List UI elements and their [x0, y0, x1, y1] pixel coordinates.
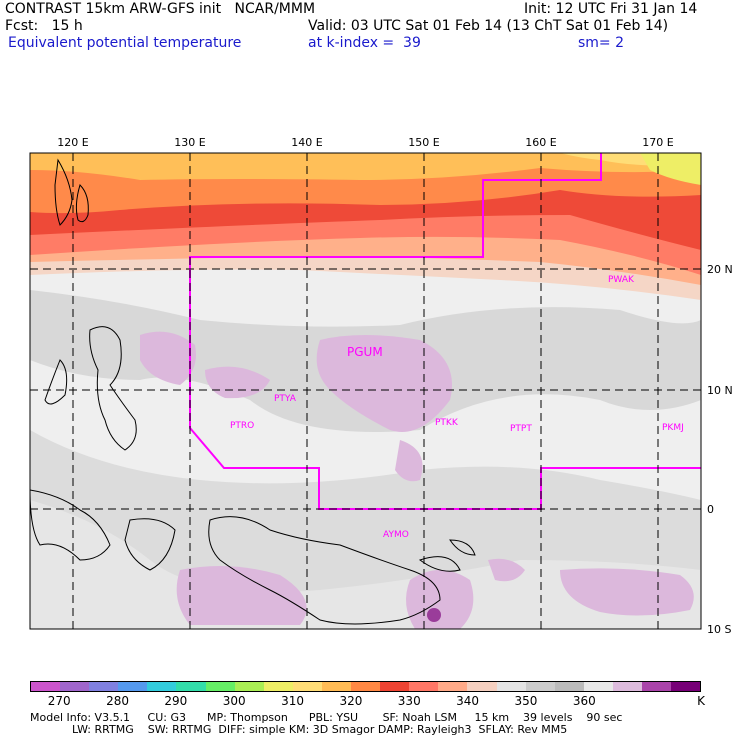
- forecast-hour: Fcst: 15 h: [5, 18, 83, 34]
- lat-label: 10 S: [707, 623, 731, 636]
- lon-label: 160 E: [525, 136, 556, 149]
- colorbar-swatch: [205, 682, 235, 691]
- colorbar-swatch: [583, 682, 613, 691]
- init-time: Init: 12 UTC Fri 31 Jan 14: [524, 1, 698, 17]
- colorbar-swatch: [118, 682, 148, 691]
- colorbar-swatch: [31, 682, 61, 691]
- colorbar-swatch: [176, 682, 206, 691]
- colorbar-swatch: [351, 682, 381, 691]
- smoothing: sm= 2: [578, 35, 625, 51]
- colorbar-swatch: [641, 682, 672, 691]
- lat-label: 20 N: [707, 263, 733, 276]
- level-index: at k-index = 39: [308, 35, 421, 51]
- colorbar-label: 340: [456, 694, 480, 708]
- colorbar-swatch: [612, 682, 642, 691]
- station-label: PTPT: [510, 424, 532, 434]
- lat-lon-grid: [30, 153, 701, 629]
- colorbar-swatch: [321, 682, 352, 691]
- station-label: PTRO: [230, 421, 254, 431]
- nested-domain-boundary: [189, 153, 701, 510]
- colorbar-swatch: [292, 682, 322, 691]
- colorbar-swatch: [60, 682, 90, 691]
- theta-e-field: [30, 153, 701, 629]
- colorbar-label: 300: [222, 694, 246, 708]
- colorbar-unit: K: [697, 694, 705, 708]
- colorbar-swatch: [234, 682, 264, 691]
- lat-label: 0: [707, 503, 714, 516]
- model-title: CONTRAST 15km ARW-GFS init NCAR/MMM: [5, 1, 316, 17]
- colorbar-swatch: [147, 682, 177, 691]
- colorbar-swatch: [380, 682, 410, 691]
- station-label: PGUM: [347, 345, 383, 359]
- station-label: AYMO: [383, 530, 409, 540]
- station-label: PTYA: [274, 394, 297, 404]
- lon-label: 170 E: [642, 136, 673, 149]
- valid-time: Valid: 03 UTC Sat 01 Feb 14 (13 ChT Sat …: [308, 18, 669, 34]
- colorbar-swatch: [671, 682, 701, 691]
- coastlines: [30, 158, 476, 625]
- station-label: PWAK: [608, 275, 635, 285]
- colorbar-label: 280: [106, 694, 129, 708]
- model-info-line2: LW: RRTMG SW: RRTMG DIFF: simple KM: 3D …: [30, 723, 568, 736]
- colorbar-swatch: [554, 682, 584, 691]
- lon-label: 120 E: [57, 136, 88, 149]
- colorbar-label: 320: [339, 694, 363, 708]
- colorbar-swatch: [496, 682, 526, 691]
- field-name: Equivalent potential temperature: [8, 35, 242, 51]
- station-label: PKMJ: [662, 423, 684, 433]
- lon-label: 140 E: [291, 136, 322, 149]
- colorbar-swatch: [409, 682, 439, 691]
- colorbar: [30, 681, 701, 692]
- lon-label: 150 E: [408, 136, 439, 149]
- lon-label: 130 E: [174, 136, 205, 149]
- colorbar-label: 330: [397, 694, 421, 708]
- colorbar-label: 350: [514, 694, 538, 708]
- lat-label: 10 N: [707, 384, 733, 397]
- map-frame: [29, 152, 702, 630]
- colorbar-label: 290: [164, 694, 188, 708]
- colorbar-swatch: [525, 682, 555, 691]
- colorbar-swatch: [263, 682, 293, 691]
- colorbar-swatch: [438, 682, 468, 691]
- model-info-line1: Model Info: V3.5.1 CU: G3 MP: Thompson P…: [30, 711, 623, 724]
- station-label: PTKK: [435, 418, 459, 428]
- colorbar-swatch: [467, 682, 497, 691]
- colorbar-label: 310: [281, 694, 305, 708]
- colorbar-label: 270: [47, 694, 71, 708]
- colorbar-label: 360: [572, 694, 596, 708]
- colorbar-swatch: [89, 682, 119, 691]
